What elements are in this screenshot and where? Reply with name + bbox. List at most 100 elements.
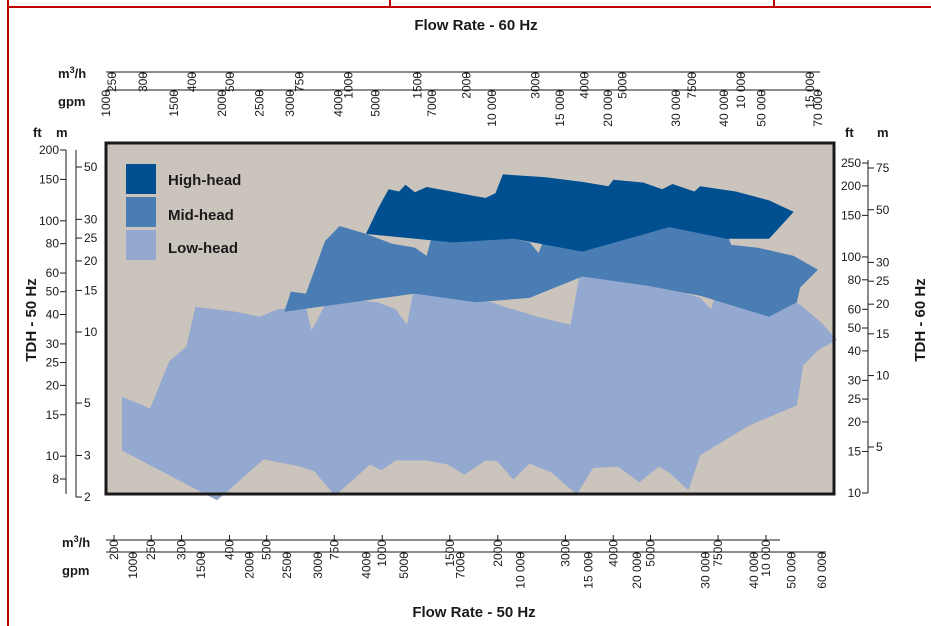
series-area-mid-head: [284, 219, 818, 317]
left-ft-tick-label-30: 30: [46, 337, 60, 351]
bottom-gpm-tick-label-20000: 20 000: [630, 552, 644, 589]
bottom-gpm-tick-label-60000: 60 000: [815, 552, 829, 589]
right-m-tick-label-30: 30: [876, 255, 890, 269]
left-m-tick-label-25: 25: [84, 231, 98, 245]
top-gpm-axis: 1000 1500 2000 2500 3000 4000 5000 7000 10 000 15…: [99, 89, 825, 127]
bottom-gpm-tick-label-50000: 50 000: [784, 552, 798, 589]
left-axis-title: TDH - 50 Hz: [23, 278, 40, 361]
right-m-axis: 5 10 15 20 25 30 50 75: [867, 160, 890, 493]
legend-swatch-mid-head: [126, 197, 156, 227]
bottom-m3h-tick-label-2000: 2000: [491, 540, 505, 567]
left-m-unit-label: m: [56, 125, 68, 140]
right-ft-tick-label-40: 40: [848, 344, 862, 358]
bottom-gpm-tick-label-3000: 3000: [311, 552, 325, 579]
left-m-tick-label-20: 20: [84, 254, 98, 268]
left-ft-tick-label-50: 50: [46, 285, 60, 299]
top-m3h-tick-label-2000: 2000: [460, 72, 474, 99]
left-m-tick-label-5: 5: [84, 396, 91, 410]
bottom-m3h-tick-label-3000: 3000: [558, 540, 572, 567]
top-gpm-tick-label-2000: 2000: [215, 90, 229, 117]
right-ft-tick-label-80: 80: [848, 273, 862, 287]
top-m3h-tick-label-1000: 1000: [341, 72, 355, 99]
bottom-m3h-tick-label-300: 300: [175, 540, 189, 560]
top-axis-title: Flow Rate - 60 Hz: [414, 17, 537, 34]
legend-label-low-head: Low-head: [168, 240, 238, 257]
legend: High-head Mid-head Low-head: [126, 164, 241, 260]
right-ft-tick-label-100: 100: [841, 250, 861, 264]
left-ft-tick-label-8: 8: [52, 472, 59, 486]
top-gpm-tick-label-50000: 50 000: [755, 90, 769, 127]
bottom-m3h-tick-label-5000: 5000: [644, 540, 658, 567]
series-layer: [122, 174, 837, 501]
left-m-tick-label-50: 50: [84, 160, 98, 174]
bottom-gpm-tick-label-40000: 40 000: [747, 552, 761, 589]
left-ft-tick-label-60: 60: [46, 266, 60, 280]
top-gpm-tick-label-40000: 40 000: [717, 90, 731, 127]
left-ft-tick-label-20: 20: [46, 378, 60, 392]
right-m-tick-label-25: 25: [876, 274, 890, 288]
left-ft-tick-label-10: 10: [46, 449, 60, 463]
left-m-tick-label-30: 30: [84, 212, 98, 226]
right-axis-title: TDH - 60 Hz: [912, 278, 929, 361]
right-ft-tick-label-20: 20: [848, 415, 862, 429]
right-m-tick-label-20: 20: [876, 297, 890, 311]
left-m-tick-label-15: 15: [84, 283, 98, 297]
left-ft-tick-label-100: 100: [39, 214, 59, 228]
bottom-m3h-tick-label-1000: 1000: [375, 540, 389, 567]
series-area-low-head: [122, 271, 837, 501]
top-m3h-tick-label-400: 400: [185, 72, 199, 92]
bottom-gpm-unit-label: gpm: [62, 563, 89, 578]
left-ft-unit-label: ft: [33, 125, 42, 140]
top-gpm-tick-label-20000: 20 000: [601, 90, 615, 127]
top-gpm-tick-label-7000: 7000: [425, 90, 439, 117]
bottom-m3h-tick-label-500: 500: [260, 540, 274, 560]
top-m3h-tick-label-300: 300: [136, 72, 150, 92]
top-m3h-tick-label-3000: 3000: [529, 72, 543, 99]
bottom-m3h-unit-label: m3/h: [62, 534, 90, 550]
top-m3h-tick-label-750: 750: [292, 72, 306, 92]
plot-frame: [104, 141, 836, 496]
right-ft-axis: 10 15 20 25 30 40 50 60 80 100 150 200 250: [841, 156, 869, 500]
right-ft-tick-label-250: 250: [841, 156, 861, 170]
left-ft-tick-label-15: 15: [46, 408, 60, 422]
bottom-m3h-tick-label-4000: 4000: [606, 540, 620, 567]
top-m3h-tick-label-5000: 5000: [616, 72, 630, 99]
right-ft-tick-label-15: 15: [848, 444, 862, 458]
right-ft-tick-label-25: 25: [848, 392, 862, 406]
left-m-axis: 2 3 5 10 15 20 25 30 50: [75, 150, 98, 504]
right-ft-tick-label-60: 60: [848, 302, 862, 316]
bottom-gpm-tick-label-1000: 1000: [126, 552, 140, 579]
right-ft-tick-label-10: 10: [848, 486, 862, 500]
legend-swatch-high-head: [126, 164, 156, 194]
left-ft-tick-label-200: 200: [39, 143, 59, 157]
bottom-m3h-tick-label-250: 250: [144, 540, 158, 560]
top-gpm-tick-label-70000: 70 000: [811, 90, 825, 127]
top-m3h-tick-label-500: 500: [223, 72, 237, 92]
right-m-tick-label-5: 5: [876, 440, 883, 454]
top-gpm-unit-label: gpm: [58, 94, 85, 109]
right-ft-tick-label-30: 30: [848, 373, 862, 387]
top-gpm-tick-label-30000: 30 000: [669, 90, 683, 127]
bottom-m3h-tick-label-10000: 10 000: [759, 540, 773, 577]
top-m3h-unit-label: m3/h: [58, 65, 86, 81]
bottom-gpm-tick-label-30000: 30 000: [698, 552, 712, 589]
right-m-unit-label: m: [877, 125, 889, 140]
left-m-tick-label-2: 2: [84, 490, 91, 504]
top-gpm-tick-label-4000: 4000: [331, 90, 345, 117]
left-m-tick-label-10: 10: [84, 325, 98, 339]
left-ft-axis: 8 10 15 20 25 30 40 50 60 80 100 150 200: [39, 143, 67, 494]
bottom-m3h-tick-label-7500: 7500: [711, 540, 725, 567]
bottom-axis-title: Flow Rate - 50 Hz: [412, 604, 535, 621]
bottom-gpm-tick-label-15000: 15 000: [582, 552, 596, 589]
bottom-gpm-tick-label-4000: 4000: [359, 552, 373, 579]
bottom-gpm-tick-label-7000: 7000: [454, 552, 468, 579]
left-ft-tick-label-150: 150: [39, 172, 59, 186]
right-m-tick-label-50: 50: [876, 203, 890, 217]
top-gpm-tick-label-3000: 3000: [283, 90, 297, 117]
bottom-gpm-tick-label-10000: 10 000: [514, 552, 528, 589]
right-m-tick-label-10: 10: [876, 369, 890, 383]
legend-label-mid-head: Mid-head: [168, 207, 234, 224]
top-m3h-tick-label-1500: 1500: [411, 72, 425, 99]
bottom-gpm-tick-label-2500: 2500: [280, 552, 294, 579]
red-frame: [7, 0, 931, 626]
